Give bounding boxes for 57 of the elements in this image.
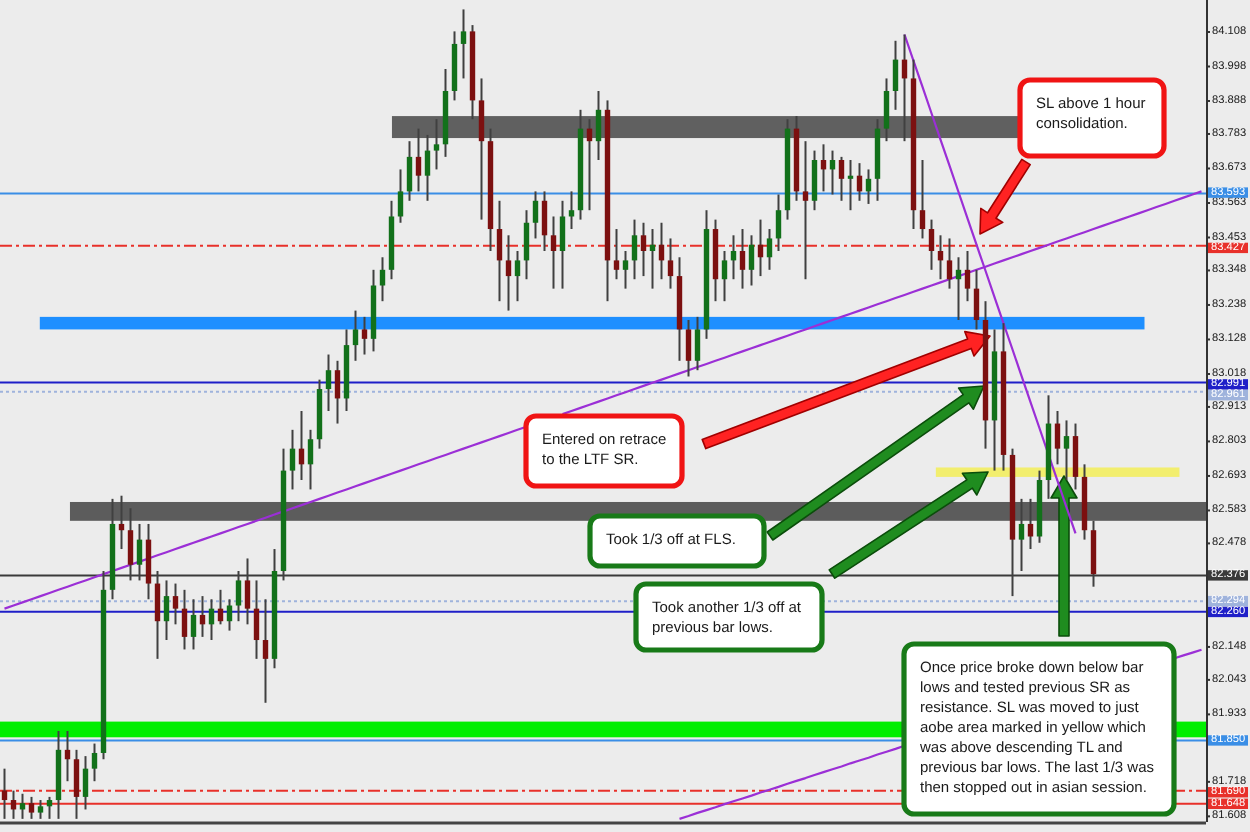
candlestick (802, 140, 809, 281)
candlestick (496, 199, 503, 303)
candlestick (838, 155, 845, 202)
candlestick (613, 228, 620, 281)
candlestick (181, 588, 188, 651)
candlestick (325, 353, 332, 412)
candlestick (919, 159, 926, 240)
candlestick (721, 249, 728, 303)
candlestick (532, 190, 539, 240)
candlestick (973, 268, 980, 331)
candlestick (928, 218, 935, 271)
candlestick (748, 234, 755, 287)
candlestick (352, 309, 359, 362)
candlestick (361, 315, 368, 356)
candlestick (739, 228, 746, 290)
candlestick (505, 234, 512, 312)
candlestick (163, 579, 170, 642)
candlestick (82, 755, 89, 811)
candlestick (190, 598, 197, 651)
candlestick (514, 249, 521, 303)
candlestick (172, 582, 179, 626)
candlestick (478, 77, 485, 221)
candlestick (622, 249, 629, 290)
candlestick (685, 319, 692, 378)
candlestick (667, 237, 674, 290)
candlestick (451, 30, 458, 102)
candlestick (415, 127, 422, 193)
candlestick (460, 8, 467, 80)
candlestick (289, 428, 296, 491)
candlestick (1054, 410, 1061, 466)
candlestick (883, 77, 890, 143)
candlestick (811, 149, 818, 212)
candlestick (541, 190, 548, 252)
candlestick (523, 209, 530, 281)
candlestick (397, 168, 404, 224)
candlestick (91, 742, 98, 783)
candlestick (1072, 422, 1079, 491)
candlestick (775, 193, 782, 252)
candlestick (262, 598, 269, 704)
candlestick (1063, 419, 1070, 482)
candlestick (640, 221, 647, 278)
candlestick (964, 249, 971, 303)
candlestick (694, 315, 701, 372)
candlestick (631, 218, 638, 281)
candlestick (253, 579, 260, 660)
candlestick (424, 133, 431, 202)
candlestick (379, 256, 386, 303)
candlestick (433, 118, 440, 171)
candlestick (334, 359, 341, 425)
candlestick (946, 237, 953, 290)
candlestick (892, 39, 899, 111)
candlestick (406, 140, 413, 202)
candlestick (307, 428, 314, 491)
candlestick (595, 89, 602, 162)
candlestick (559, 199, 566, 290)
candlestick (550, 215, 557, 290)
candlestick (766, 228, 773, 271)
